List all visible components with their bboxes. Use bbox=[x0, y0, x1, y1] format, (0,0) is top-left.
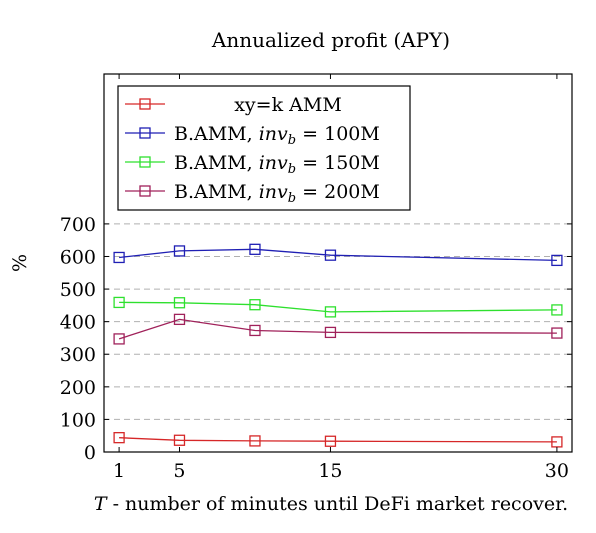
data-point-marker bbox=[249, 435, 261, 447]
x-axis-label-variable: T bbox=[94, 493, 108, 515]
y-tick-label: 100 bbox=[60, 409, 96, 431]
series-layer bbox=[113, 243, 563, 448]
series-1 bbox=[113, 243, 563, 267]
data-point-marker bbox=[113, 296, 125, 309]
data-point-marker bbox=[113, 432, 125, 444]
legend-marker bbox=[139, 185, 151, 197]
data-point-marker bbox=[551, 436, 563, 448]
y-tick-label: 500 bbox=[60, 279, 96, 301]
series-0 bbox=[113, 432, 563, 448]
data-point-marker bbox=[324, 435, 337, 447]
data-point-marker bbox=[324, 249, 337, 261]
data-point-marker bbox=[551, 327, 563, 339]
legend-label-sub: b bbox=[288, 191, 296, 206]
legend-item-2: B.AMM, invb = 150M bbox=[125, 152, 380, 177]
legend-label-sub: b bbox=[288, 162, 296, 177]
data-point-marker bbox=[173, 245, 186, 257]
legend-marker bbox=[139, 127, 151, 139]
data-point-marker bbox=[249, 299, 261, 311]
chart-title: Annualized profit (APY) bbox=[211, 28, 450, 52]
legend-label-suffix: = 200M bbox=[296, 181, 380, 203]
data-point-marker bbox=[173, 434, 186, 446]
y-tick-label: 700 bbox=[60, 214, 96, 236]
data-point-marker bbox=[324, 306, 337, 318]
data-point-marker bbox=[249, 324, 261, 337]
x-tick-label: 5 bbox=[173, 460, 185, 482]
y-tick-label: 0 bbox=[84, 442, 96, 464]
grid-lines bbox=[104, 223, 572, 420]
x-tick-label: 15 bbox=[318, 460, 342, 482]
legend-label: B.AMM, invb = 200M bbox=[174, 181, 380, 206]
y-axis-label: % bbox=[9, 254, 31, 272]
series-line-0 bbox=[119, 437, 557, 443]
y-tick-label: 400 bbox=[60, 312, 96, 334]
y-tick-label: 600 bbox=[60, 246, 96, 268]
data-point-marker bbox=[249, 243, 261, 255]
data-point-marker bbox=[324, 326, 337, 339]
legend-label-prefix: B.AMM, bbox=[174, 152, 259, 174]
data-point-marker bbox=[173, 297, 186, 309]
legend-item-1: B.AMM, invb = 100M bbox=[125, 123, 380, 148]
series-line-1 bbox=[119, 248, 557, 262]
series-line-2 bbox=[119, 301, 557, 313]
series-line-3 bbox=[118, 318, 557, 340]
data-point-marker bbox=[113, 251, 125, 264]
legend-label-prefix: B.AMM, bbox=[174, 181, 259, 203]
x-axis-label: T - number of minutes until DeFi market … bbox=[94, 493, 568, 515]
x-tick-label: 1 bbox=[113, 460, 125, 482]
data-point-marker bbox=[173, 313, 186, 326]
legend-item-0: xy=k AMM bbox=[125, 94, 342, 116]
data-point-marker bbox=[551, 254, 563, 267]
legend-label-var: inv bbox=[259, 123, 288, 145]
legend-label-var: inv bbox=[259, 181, 288, 203]
y-tick-label: 300 bbox=[60, 344, 96, 366]
legend-label-suffix: = 100M bbox=[296, 123, 380, 145]
y-tick-label: 200 bbox=[60, 377, 96, 399]
legend-label-prefix: B.AMM, bbox=[174, 123, 259, 145]
legend-label: B.AMM, invb = 100M bbox=[174, 123, 380, 148]
legend-label: B.AMM, invb = 150M bbox=[174, 152, 380, 177]
data-point-marker bbox=[551, 304, 563, 316]
x-tick-label: 30 bbox=[545, 460, 569, 482]
data-point-marker bbox=[113, 333, 125, 345]
series-3 bbox=[113, 313, 563, 345]
legend-marker bbox=[139, 156, 151, 168]
legend-item-3: B.AMM, invb = 200M bbox=[125, 181, 380, 206]
legend-label-var: inv bbox=[259, 152, 288, 174]
legend-box bbox=[117, 85, 411, 211]
x-axis-label-rest: - number of minutes until DeFi market re… bbox=[107, 493, 569, 515]
legend-marker bbox=[139, 98, 151, 110]
legend-label-suffix: = 150M bbox=[296, 152, 380, 174]
legend-label-sub: b bbox=[288, 133, 296, 148]
series-2 bbox=[113, 296, 563, 318]
legend-label: xy=k AMM bbox=[234, 94, 342, 116]
plot-frame bbox=[103, 73, 573, 453]
